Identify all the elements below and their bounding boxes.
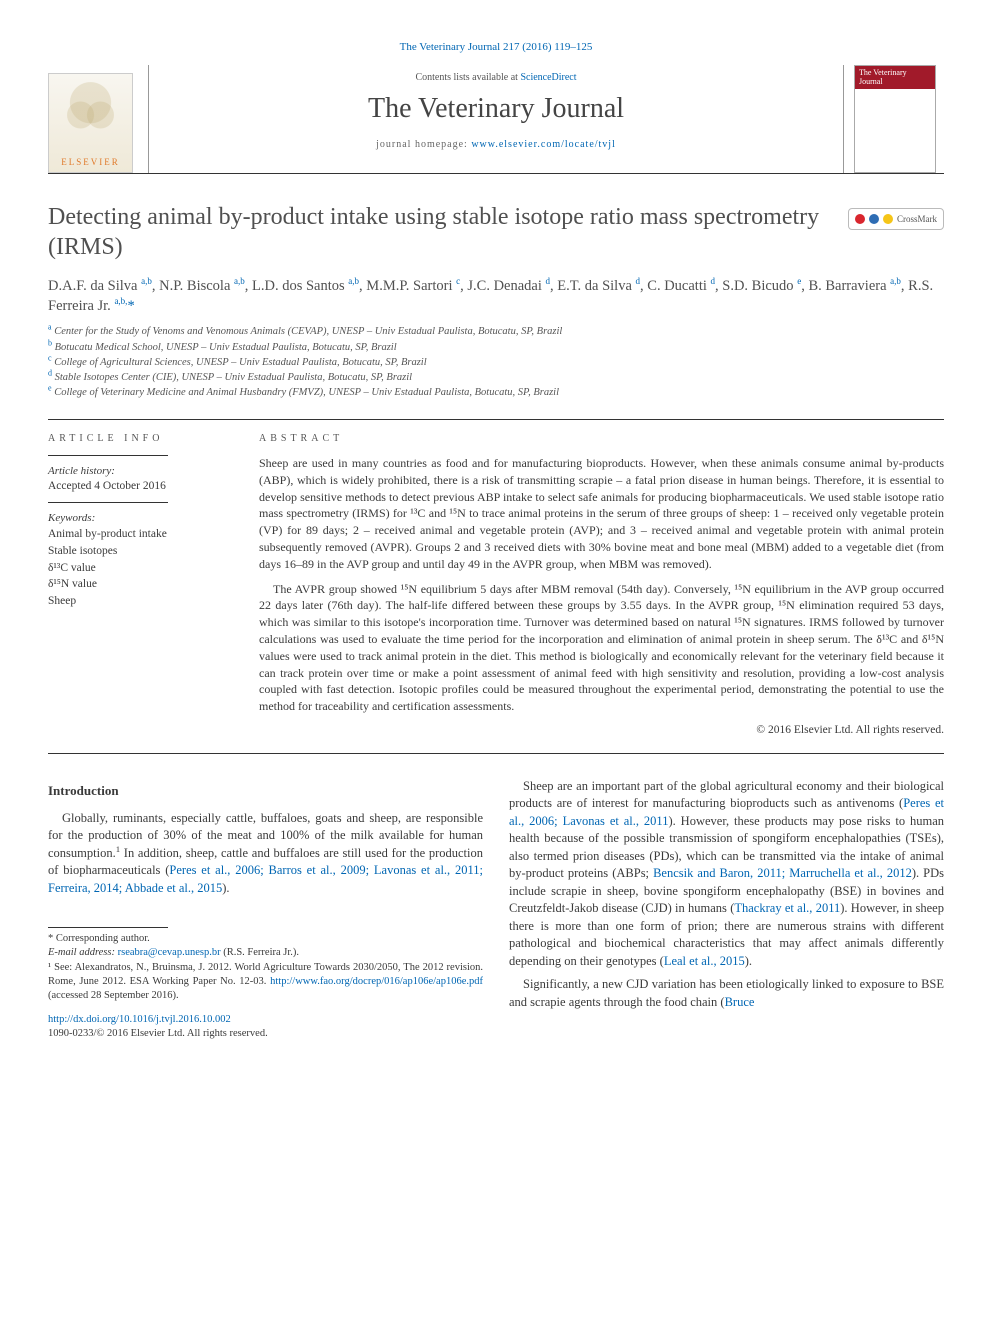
sciencedirect-link[interactable]: ScienceDirect (520, 72, 576, 83)
citation-link[interactable]: Bencsik and Baron, 2011; Marruchella et … (653, 866, 912, 880)
footnote-rule (48, 927, 168, 928)
contents-line: Contents lists available at ScienceDirec… (153, 71, 839, 85)
body-paragraph: Significantly, a new CJD variation has b… (509, 976, 944, 1011)
article-info-heading: ARTICLE INFO (48, 432, 233, 446)
keyword: Animal by-product intake (48, 526, 233, 543)
footnotes: * Corresponding author. E-mail address: … (48, 927, 483, 1041)
copyright-line: © 2016 Elsevier Ltd. All rights reserved… (259, 723, 944, 739)
publisher-logo-slot: ELSEVIER (48, 65, 138, 173)
crossmark-dot-icon (869, 214, 879, 224)
affiliations: a Center for the Study of Venoms and Ven… (48, 324, 944, 400)
contents-prefix: Contents lists available at (415, 72, 520, 83)
history-label: Article history: (48, 464, 233, 479)
issn-copyright: 1090-0233/© 2016 Elsevier Ltd. All right… (48, 1028, 268, 1039)
homepage-line: journal homepage: www.elsevier.com/locat… (153, 138, 839, 152)
cover-body (855, 89, 935, 171)
footnote-1: ¹ See: Alexandratos, N., Bruinsma, J. 20… (48, 961, 483, 1004)
homepage-link[interactable]: www.elsevier.com/locate/tvjl (471, 139, 616, 150)
running-head-link[interactable]: The Veterinary Journal 217 (2016) 119–12… (400, 41, 593, 53)
text-run: ). (745, 954, 752, 968)
footnote-url[interactable]: http://www.fao.org/docrep/016/ap106e/ap1… (270, 976, 483, 987)
abstract-paragraph: Sheep are used in many countries as food… (259, 455, 944, 573)
running-head: The Veterinary Journal 217 (2016) 119–12… (48, 40, 944, 55)
article-info: ARTICLE INFO Article history: Accepted 4… (48, 432, 233, 739)
homepage-prefix: journal homepage: (376, 139, 471, 150)
elsevier-logo[interactable]: ELSEVIER (48, 73, 133, 173)
text-run: Sheep are an important part of the globa… (509, 779, 944, 811)
corresponding-author: * Corresponding author. (48, 932, 483, 946)
abstract-heading: ABSTRACT (259, 432, 944, 446)
history-value: Accepted 4 October 2016 (48, 479, 233, 495)
journal-name: The Veterinary Journal (153, 90, 839, 128)
citation-link[interactable]: Leal et al., 2015 (664, 954, 745, 968)
author-list: D.A.F. da Silva a,b, N.P. Biscola a,b, L… (48, 276, 944, 317)
info-abstract-row: ARTICLE INFO Article history: Accepted 4… (48, 419, 944, 754)
body-paragraph: Sheep are an important part of the globa… (509, 778, 944, 971)
body-paragraph: Globally, ruminants, especially cattle, … (48, 810, 483, 898)
footnote-text: (accessed 28 September 2016). (48, 990, 179, 1001)
cover-slot: The Veterinary Journal (854, 65, 944, 173)
masthead: ELSEVIER Contents lists available at Sci… (48, 65, 944, 174)
elsevier-label: ELSEVIER (61, 156, 120, 168)
intro-heading: Introduction (48, 782, 483, 800)
doi-link[interactable]: http://dx.doi.org/10.1016/j.tvjl.2016.10… (48, 1014, 231, 1025)
email-person: (R.S. Ferreira Jr.). (221, 947, 299, 958)
keyword: δ¹³C value (48, 560, 233, 577)
citation-link[interactable]: Bruce (725, 995, 755, 1009)
email-label: E-mail address: (48, 947, 118, 958)
keywords-label: Keywords: (48, 511, 233, 526)
masthead-center: Contents lists available at ScienceDirec… (148, 65, 844, 173)
keyword: δ¹⁵N value (48, 576, 233, 593)
rule (48, 502, 168, 503)
citation-link[interactable]: Thackray et al., 2011 (734, 901, 840, 915)
abstract-text: Sheep are used in many countries as food… (259, 455, 944, 715)
elsevier-tree-icon (49, 74, 132, 156)
abstract: ABSTRACT Sheep are used in many countrie… (259, 432, 944, 739)
crossmark-label: CrossMark (897, 213, 937, 225)
crossmark-dot-icon (883, 214, 893, 224)
email-link[interactable]: rseabra@cevap.unesp.br (118, 947, 221, 958)
keyword: Stable isotopes (48, 543, 233, 560)
body-columns: Introduction Globally, ruminants, especi… (48, 778, 944, 1042)
rule (48, 455, 168, 456)
article-title: Detecting animal by-product intake using… (48, 202, 838, 262)
cover-title: The Veterinary Journal (855, 66, 935, 90)
crossmark-dot-icon (855, 214, 865, 224)
keywords-list: Animal by-product intakeStable isotopesδ… (48, 526, 233, 609)
keyword: Sheep (48, 593, 233, 610)
doi-block: http://dx.doi.org/10.1016/j.tvjl.2016.10… (48, 1013, 483, 1041)
journal-cover-thumbnail[interactable]: The Veterinary Journal (854, 65, 936, 173)
abstract-paragraph: The AVPR group showed ¹⁵N equilibrium 5 … (259, 581, 944, 715)
text-run: ). (222, 881, 229, 895)
crossmark-badge[interactable]: CrossMark (848, 208, 944, 230)
email-line: E-mail address: rseabra@cevap.unesp.br (… (48, 946, 483, 960)
